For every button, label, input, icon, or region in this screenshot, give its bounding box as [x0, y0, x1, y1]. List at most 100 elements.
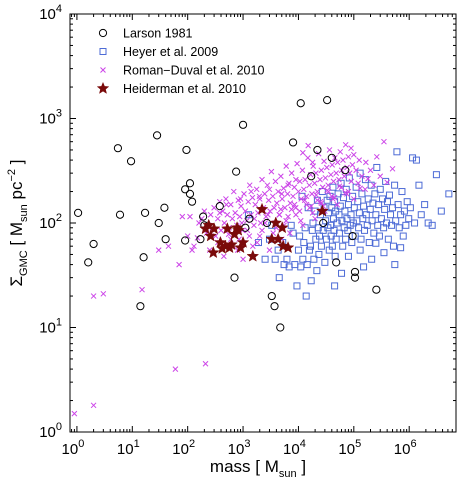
data-point [305, 142, 312, 149]
data-point [339, 242, 347, 250]
data-point [100, 290, 107, 297]
data-point [273, 200, 280, 206]
data-point [345, 153, 352, 160]
data-point [299, 149, 306, 156]
data-point [261, 255, 269, 263]
data-point [288, 206, 295, 213]
data-point [136, 302, 145, 311]
legend-label: Roman−Duval et al. 2010 [123, 64, 264, 78]
legend-item: Heiderman et al. 2010 [96, 81, 246, 96]
data-point [269, 193, 276, 200]
data-point [231, 223, 245, 236]
data-point [333, 170, 340, 176]
data-point [365, 175, 371, 182]
data-point [359, 173, 365, 180]
data-point [338, 217, 346, 225]
data-point [293, 282, 301, 290]
data-point [343, 215, 351, 223]
data-point [254, 239, 261, 246]
data-point [267, 208, 273, 214]
data-point [288, 138, 298, 147]
data-point [269, 216, 283, 229]
data-point [262, 218, 272, 228]
legend: Larson 1981 Heyer et al. 2009 Roman−Duval … [96, 27, 264, 96]
data-point [272, 178, 279, 185]
data-point [71, 410, 78, 417]
data-point [428, 221, 436, 229]
data-point [199, 212, 208, 221]
data-point [294, 160, 300, 167]
data-point [248, 188, 255, 195]
data-point [179, 213, 186, 220]
data-point [139, 253, 148, 262]
data-point [358, 190, 366, 198]
data-point [370, 182, 377, 189]
data-point [236, 213, 243, 220]
y-tick-label: 101 [39, 317, 62, 337]
data-point [409, 154, 417, 162]
legend-item: Larson 1981 [98, 27, 193, 41]
data-point [321, 158, 327, 165]
data-point [363, 159, 369, 166]
data-point [113, 144, 123, 153]
data-point [371, 190, 379, 198]
data-point [291, 184, 298, 191]
data-point [315, 232, 323, 240]
data-point [393, 148, 401, 156]
data-point [315, 204, 329, 217]
x-axis-title-end: ] [297, 457, 306, 476]
data-point [389, 242, 397, 250]
data-point [412, 156, 420, 164]
data-point [84, 258, 93, 267]
data-point [284, 191, 291, 197]
x-axis-title-sub: sun [279, 468, 297, 480]
data-point [191, 243, 197, 250]
data-point [300, 186, 307, 193]
legend-item: Heyer et al. 2009 [99, 45, 218, 59]
data-point [380, 249, 388, 257]
y-axis-title-open: [ M [7, 222, 26, 250]
data-point [214, 215, 221, 222]
data-point [182, 145, 191, 155]
data-point [328, 242, 336, 250]
data-point [348, 145, 354, 152]
data-point [398, 188, 406, 196]
data-point [184, 233, 191, 239]
y-tick-label: 103 [39, 108, 62, 128]
data-point [287, 200, 294, 206]
data-point [411, 219, 419, 227]
data-point [249, 194, 256, 201]
data-point [328, 171, 334, 178]
data-point [348, 178, 355, 185]
data-point [335, 229, 343, 237]
data-point [275, 274, 283, 282]
data-point [301, 197, 308, 204]
data-point [331, 282, 339, 290]
data-point [300, 239, 308, 247]
data-point [303, 261, 311, 269]
data-point [341, 166, 350, 175]
data-point [368, 255, 376, 263]
data-point [375, 201, 383, 209]
data-point [224, 211, 231, 218]
data-point [241, 223, 250, 232]
x-tick-label: 102 [172, 438, 195, 458]
data-point [395, 224, 403, 232]
y-axis-title-sigma: Σ [7, 276, 26, 287]
data-point [115, 210, 125, 219]
data-point [350, 151, 357, 158]
data-point [309, 159, 316, 166]
data-point [356, 246, 364, 254]
data-point [154, 218, 163, 228]
y-axis-title-close: ] [7, 160, 26, 169]
data-point [318, 167, 325, 174]
data-point [252, 201, 259, 208]
x-tick-label: 104 [283, 438, 306, 458]
data-point [181, 236, 190, 245]
data-point [255, 202, 269, 215]
data-point [381, 205, 389, 213]
data-point [283, 217, 290, 224]
data-point [220, 222, 234, 235]
data-point [187, 197, 197, 206]
y-tick-label: 104 [39, 3, 62, 23]
